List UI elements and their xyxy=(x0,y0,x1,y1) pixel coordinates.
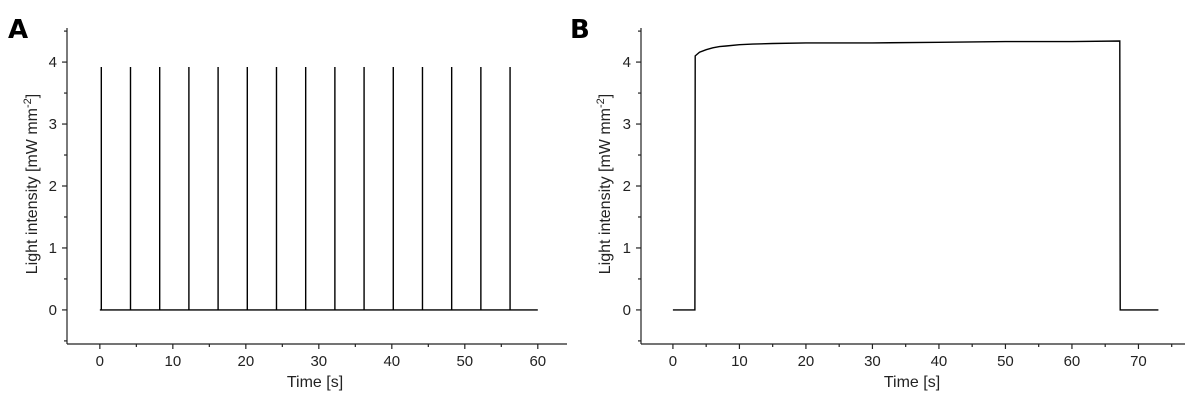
panel-b-x-tick-label: 0 xyxy=(669,353,677,370)
panel-b-x-ticks: 0 10 20 30 40 50 60 70 xyxy=(669,344,1173,370)
panel-b-x-tick-label: 50 xyxy=(997,353,1014,370)
panel-a-y-axis-title-close: ] xyxy=(24,94,41,98)
panel-a-x-tick-label: 0 xyxy=(96,353,104,370)
panel-a-x-tick-label: 20 xyxy=(237,353,254,370)
panel-b-x-tick-label: 30 xyxy=(864,353,881,370)
panel-a-x-axis-title: Time [s] xyxy=(287,374,343,391)
panel-b-y-axis-title-main: Light intensity [mW mm xyxy=(597,108,614,274)
panel-a-x-tick-label: 60 xyxy=(529,353,546,370)
panel-b-x-tick-label: 20 xyxy=(798,353,815,370)
panel-b-y-tick-label: 3 xyxy=(623,116,631,133)
panel-a-x-tick-label: 40 xyxy=(383,353,400,370)
panel-b-series-line xyxy=(672,40,1159,311)
panel-b-y-tick-label: 4 xyxy=(623,54,631,71)
panel-a-x-ticks: 0 10 20 30 40 50 60 xyxy=(96,344,546,370)
panel-b-y-ticks: 0 1 2 3 4 xyxy=(623,30,641,342)
panel-a-y-tick-label: 0 xyxy=(49,302,57,319)
panel-a-x-tick-label: 50 xyxy=(456,353,473,370)
panel-b: B 0 1 2 3 4 0 10 20 30 40 50 60 70 Time [s] Light i… xyxy=(570,15,1185,391)
panel-b-x-tick-label: 60 xyxy=(1064,353,1081,370)
panel-b-x-tick-label: 10 xyxy=(731,353,748,370)
panel-a-x-tick-label: 10 xyxy=(164,353,181,370)
panel-b-y-tick-label: 2 xyxy=(623,178,631,195)
panel-a-y-axis-title-main: Light intensity [mW mm xyxy=(24,108,41,274)
panel-b-letter: B xyxy=(570,15,590,45)
panel-a-y-axis-title-exponent: -2 xyxy=(22,98,34,108)
panel-a: A 0 1 2 3 4 0 10 20 30 40 50 60 Time [s] Light int… xyxy=(8,15,567,391)
panel-b-y-tick-label: 1 xyxy=(623,240,631,257)
panel-a-y-tick-label: 2 xyxy=(49,178,57,195)
panel-a-y-tick-label: 3 xyxy=(49,116,57,133)
panel-b-series xyxy=(672,40,1159,311)
panel-a-series xyxy=(99,67,538,311)
panel-a-x-tick-label: 30 xyxy=(310,353,327,370)
panel-b-x-tick-label: 70 xyxy=(1130,353,1147,370)
panel-b-y-tick-label: 0 xyxy=(623,302,631,319)
panel-a-letter: A xyxy=(8,15,28,45)
panel-b-x-tick-label: 40 xyxy=(931,353,948,370)
panel-b-y-axis-title: Light intensity [mW mm-2] xyxy=(595,94,614,275)
panel-b-x-axis-title: Time [s] xyxy=(884,374,940,391)
panel-b-y-axis-title-exponent: -2 xyxy=(595,98,607,108)
panel-b-y-axis-title-close: ] xyxy=(597,94,614,98)
panel-a-y-axis-title: Light intensity [mW mm-2] xyxy=(22,94,41,275)
panel-a-y-tick-label: 4 xyxy=(49,54,57,71)
panel-a-y-ticks: 0 1 2 3 4 xyxy=(49,30,67,342)
panel-a-y-tick-label: 1 xyxy=(49,240,57,257)
